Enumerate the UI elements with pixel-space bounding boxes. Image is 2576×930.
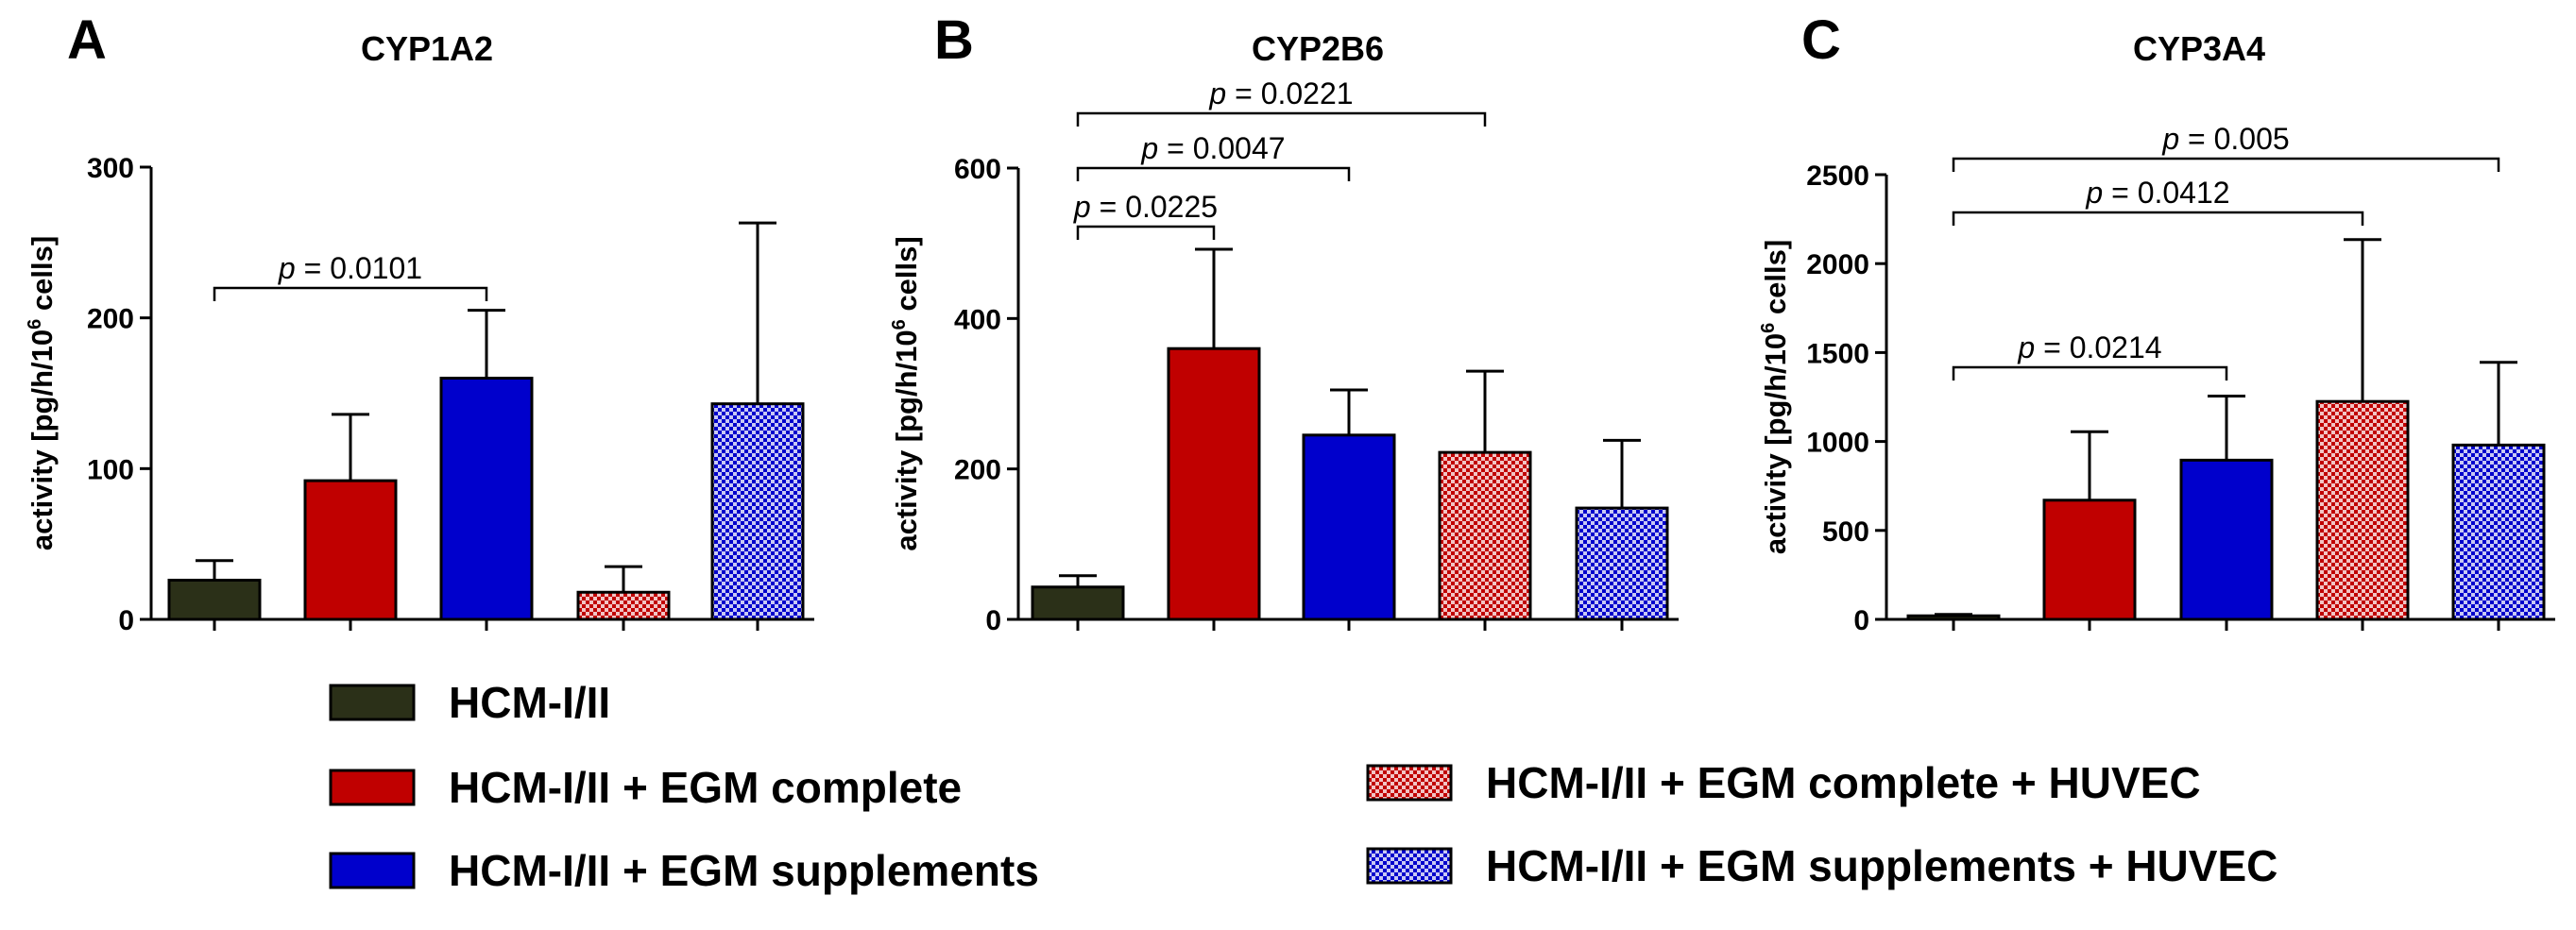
chart-panel-c: C CYP3A4 0 500 1000 1500 2000 2500 activity [pg/…	[1758, 9, 2555, 636]
p-value-label: p = 0.0221	[1208, 76, 1353, 110]
bar-1	[1031, 585, 1125, 621]
p-value-symbol: p	[1140, 131, 1158, 165]
legend-label: HCM-I/II + EGM complete	[449, 763, 962, 812]
y-tick-label: 200	[954, 455, 1001, 486]
p-value-number: = 0.0412	[2103, 176, 2229, 210]
bar-3	[2179, 458, 2274, 621]
legend-label: HCM-I/II + EGM supplements	[449, 846, 1039, 895]
p-value-symbol: p	[2017, 330, 2035, 364]
legend: HCM-I/II HCM-I/II + EGM complete HCM-I/II …	[329, 678, 2277, 895]
y-axis-label-sup: 6	[889, 319, 910, 330]
p-value-label: p = 0.0047	[1140, 131, 1285, 165]
bar-2	[303, 479, 398, 621]
significance-bracket	[213, 286, 488, 301]
y-tick-label: 100	[87, 454, 134, 485]
legend-label: HCM-I/II + EGM complete + HUVEC	[1486, 758, 2201, 807]
panel-letter: B	[934, 9, 974, 71]
bar-5	[2451, 443, 2546, 621]
y-axis-label-main: activity [pg/h/10	[890, 330, 923, 550]
legend-item-4: HCM-I/II + EGM complete + HUVEC	[1366, 758, 2201, 807]
chart-title: CYP2B6	[1252, 29, 1384, 68]
y-axis-label: activity [pg/h/106 cells]	[889, 236, 923, 550]
bar-3	[1302, 433, 1396, 621]
p-value-label: p = 0.005	[2161, 122, 2289, 156]
y-tick-label: 200	[87, 304, 134, 335]
p-value-number: = 0.0214	[2035, 330, 2161, 364]
y-axis-label-main: activity [pg/h/10	[26, 330, 59, 550]
y-tick-label: 300	[87, 153, 134, 184]
p-value-number: = 0.0225	[1091, 190, 1218, 224]
legend-swatch	[329, 769, 416, 806]
bar-4	[2315, 399, 2410, 621]
p-value-label: p = 0.0225	[1073, 190, 1218, 224]
p-value-label: p = 0.0214	[2017, 330, 2161, 364]
chart-title: CYP1A2	[361, 29, 493, 68]
bar-2	[1167, 347, 1261, 621]
y-axis-label-main: activity [pg/h/10	[1759, 333, 1792, 554]
legend-item-2: HCM-I/II + EGM complete	[329, 763, 962, 812]
y-axis-label-sup: 6	[1758, 323, 1779, 333]
significance-bracket	[1076, 111, 1487, 127]
legend-item-3: HCM-I/II + EGM supplements	[329, 846, 1039, 895]
bar-3	[439, 377, 534, 621]
p-value-number: = 0.005	[2179, 122, 2290, 156]
p-value-symbol: p	[278, 251, 296, 285]
bar-5	[710, 402, 805, 621]
y-axis-label: activity [pg/h/106 cells]	[1758, 240, 1792, 554]
legend-swatch	[1366, 847, 1453, 885]
chart-panel-a: A CYP1A2 0 100 200 300 activity [pg/h/106 cell…	[25, 9, 814, 636]
p-value-symbol: p	[2161, 122, 2179, 156]
p-value-number: = 0.0101	[296, 251, 422, 285]
y-tick-label: 0	[1853, 605, 1869, 636]
legend-item-5: HCM-I/II + EGM supplements + HUVEC	[1366, 841, 2277, 890]
significance-bracket	[1952, 211, 2364, 226]
y-tick-label: 400	[954, 304, 1001, 335]
p-value-number: = 0.0221	[1226, 76, 1353, 110]
p-value-symbol: p	[1073, 190, 1091, 224]
y-tick-label: 500	[1822, 516, 1869, 548]
y-axis-label-end: cells]	[890, 236, 923, 319]
y-tick-label: 2000	[1806, 249, 1869, 280]
y-tick-label: 0	[118, 605, 134, 636]
bar-1	[1906, 614, 2001, 621]
legend-label: HCM-I/II + EGM supplements + HUVEC	[1486, 841, 2277, 890]
p-value-symbol: p	[1208, 76, 1226, 110]
legend-label: HCM-I/II	[449, 678, 610, 727]
bar-2	[2042, 499, 2137, 621]
significance-bracket	[1076, 225, 1216, 240]
y-axis-label: activity [pg/h/106 cells]	[25, 236, 59, 550]
legend-swatch	[1366, 764, 1453, 802]
p-value-symbol: p	[2085, 176, 2103, 210]
y-axis-label-end: cells]	[26, 236, 59, 319]
significance-bracket	[1952, 365, 2228, 380]
y-tick-label: 600	[954, 154, 1001, 185]
chart-panel-b: B CYP2B6 0 200 400 600 activity [pg/h/106 cell…	[889, 9, 1679, 636]
bar-4	[576, 590, 671, 621]
y-tick-label: 1500	[1806, 338, 1869, 369]
panel-letter: C	[1801, 9, 1841, 71]
y-tick-label: 1000	[1806, 428, 1869, 459]
legend-swatch	[329, 684, 416, 721]
significance-bracket	[1952, 157, 2500, 172]
legend-swatch	[329, 852, 416, 889]
bar-4	[1438, 450, 1532, 621]
p-value-label: p = 0.0101	[278, 251, 422, 285]
y-tick-label: 2500	[1806, 161, 1869, 192]
significance-bracket	[1076, 166, 1351, 181]
y-tick-label: 0	[985, 605, 1001, 636]
panel-letter: A	[67, 9, 107, 71]
p-value-label: p = 0.0412	[2085, 176, 2229, 210]
legend-item-1: HCM-I/II	[329, 678, 610, 727]
bar-1	[167, 578, 262, 621]
chart-title: CYP3A4	[2133, 29, 2265, 68]
y-axis-label-sup: 6	[25, 319, 45, 330]
p-value-number: = 0.0047	[1158, 131, 1285, 165]
bar-5	[1575, 506, 1669, 621]
y-axis-label-end: cells]	[1759, 240, 1792, 323]
